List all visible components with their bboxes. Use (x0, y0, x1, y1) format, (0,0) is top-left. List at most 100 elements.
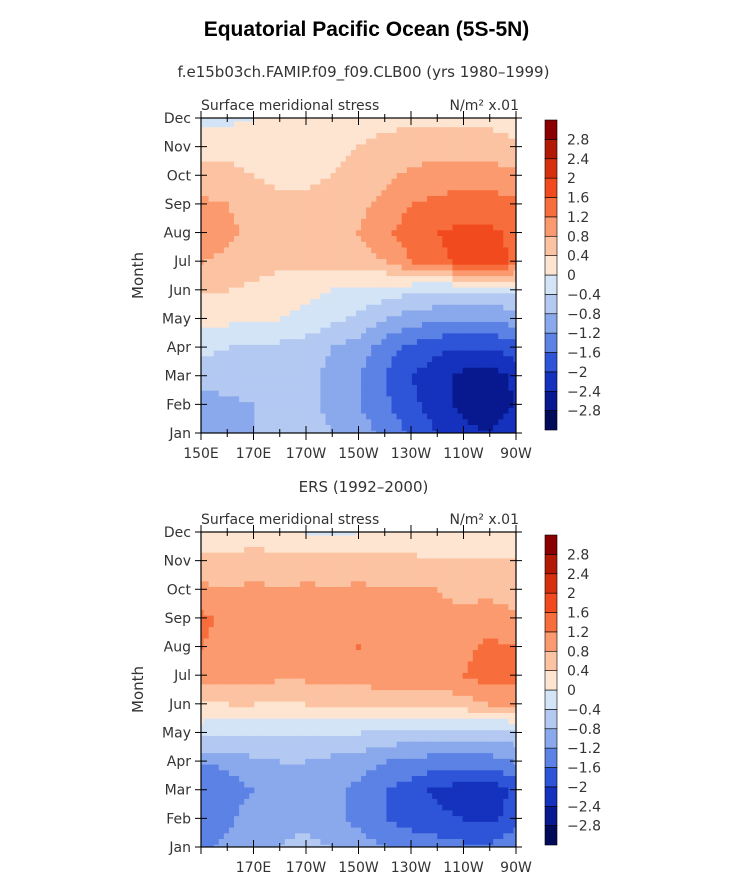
heatmap-cell (416, 355, 423, 363)
heatmap-cell (513, 809, 516, 817)
heatmap-cell (508, 155, 515, 162)
heatmap-cell (335, 729, 342, 736)
heatmap-cell (203, 384, 210, 391)
heatmap-cell (482, 206, 489, 214)
heatmap-cell (472, 367, 479, 374)
heatmap-cell (422, 344, 428, 351)
heatmap-cell (234, 826, 240, 834)
heatmap-cell (223, 252, 230, 259)
heatmap-cell (244, 758, 250, 765)
heatmap-cell (350, 775, 357, 782)
heatmap-cell (234, 424, 240, 431)
heatmap-cell (239, 172, 245, 179)
heatmap-cell (201, 218, 205, 225)
heatmap-cell (447, 378, 454, 385)
y-tick-label: May (162, 311, 191, 327)
heatmap-cell (513, 424, 516, 431)
heatmap-cell (432, 752, 438, 759)
heatmap-cell (201, 189, 205, 196)
heatmap-cell (259, 384, 266, 391)
heatmap-cell (411, 166, 418, 174)
heatmap-cell (376, 292, 382, 300)
heatmap-cell (239, 235, 245, 242)
heatmap-cell (416, 401, 423, 408)
heatmap-cell (345, 781, 352, 788)
heatmap-cell (244, 832, 250, 840)
colorbar-label: −2.4 (567, 384, 601, 400)
heatmap-cell (416, 815, 423, 822)
heatmap-cell (493, 367, 499, 374)
heatmap-cell (284, 246, 291, 254)
heatmap-cell (391, 126, 398, 133)
heatmap-cell (472, 155, 479, 162)
heatmap-cell (274, 792, 281, 799)
heatmap-cell (482, 275, 489, 282)
heatmap-cell (467, 212, 474, 219)
heatmap-cell (498, 315, 504, 322)
heatmap-cell (462, 349, 469, 357)
heatmap-cell (457, 223, 464, 231)
heatmap-cell (310, 355, 316, 363)
heatmap-cell (406, 138, 413, 145)
heatmap-cell (279, 792, 286, 799)
heatmap-cell (279, 367, 286, 374)
heatmap-cell (401, 201, 408, 208)
heatmap-cell (203, 292, 210, 300)
heatmap-cell (401, 781, 408, 788)
heatmap-cell (223, 315, 230, 322)
heatmap-cell (289, 752, 296, 759)
heatmap-cell (427, 252, 433, 259)
heatmap-cell (457, 821, 464, 828)
heatmap-cell (472, 838, 479, 845)
heatmap-cell (442, 321, 449, 328)
heatmap-cell (208, 332, 215, 340)
heatmap-cell (427, 138, 433, 145)
heatmap-cell (305, 412, 311, 420)
heatmap-cell (391, 338, 398, 345)
heatmap-cell (264, 781, 271, 788)
heatmap-cell (513, 769, 516, 777)
heatmap-cell (355, 309, 362, 317)
heatmap-cell (325, 189, 332, 196)
heatmap-cell (467, 826, 474, 834)
heatmap-cell (335, 798, 342, 805)
heatmap-cell (386, 401, 393, 408)
heatmap-cell (315, 372, 321, 380)
heatmap-cell (310, 804, 316, 811)
heatmap-cell (467, 798, 474, 805)
heatmap-cell (386, 126, 393, 133)
heatmap-cell (477, 183, 484, 191)
heatmap-cell (330, 275, 337, 282)
heatmap-cell (355, 304, 362, 311)
heatmap-cell (396, 172, 403, 179)
heatmap-cell (427, 286, 433, 294)
heatmap-cell (335, 275, 342, 282)
heatmap-cell (234, 430, 240, 433)
heatmap-cell (371, 264, 377, 271)
heatmap-cell (376, 118, 382, 122)
heatmap-cell (284, 258, 291, 265)
heatmap-cell (213, 769, 220, 777)
heatmap-cell (213, 367, 220, 374)
heatmap-cell (498, 361, 504, 368)
heatmap-cell (305, 430, 311, 433)
heatmap-cell (477, 126, 484, 133)
heatmap-cell (462, 281, 469, 288)
heatmap-cell (208, 792, 215, 799)
heatmap-cell (447, 763, 454, 771)
heatmap-cell (340, 826, 347, 834)
heatmap-cell (376, 218, 382, 225)
heatmap-cell (447, 143, 454, 151)
heatmap-cell (396, 178, 403, 185)
heatmap-cell (289, 120, 296, 128)
heatmap-cell (493, 120, 499, 128)
heatmap-cell (330, 212, 337, 219)
heatmap-cell (477, 178, 484, 185)
heatmap-cell (437, 804, 443, 811)
heatmap-cell (294, 338, 301, 345)
heatmap-cell (264, 338, 271, 345)
heatmap-cell (201, 321, 205, 328)
heatmap-cell (422, 252, 428, 259)
heatmap-cell (401, 241, 408, 248)
heatmap-cell (457, 430, 464, 433)
